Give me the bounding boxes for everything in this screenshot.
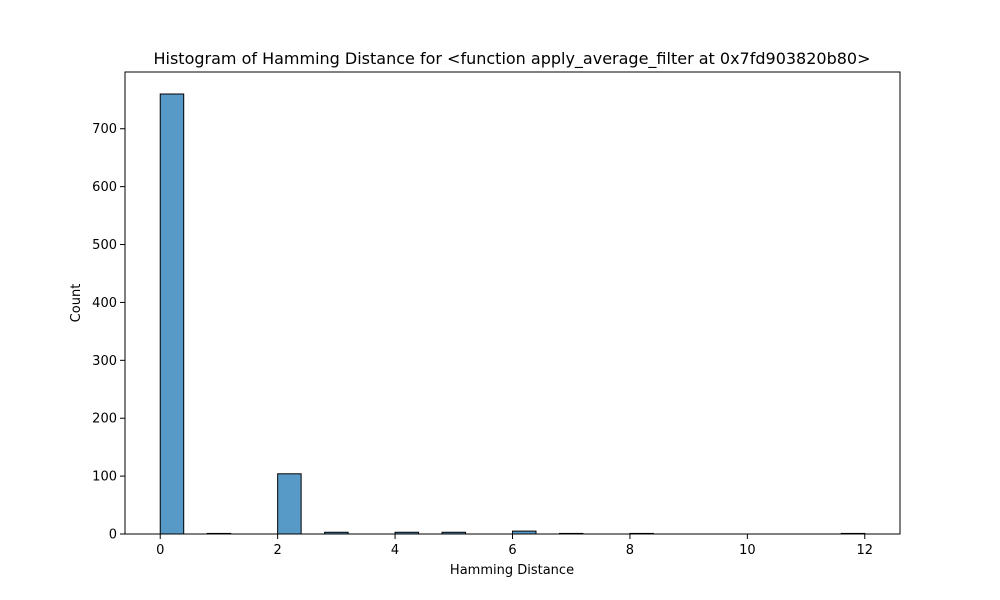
y-tick-label: 700 bbox=[92, 122, 117, 137]
y-tick-label: 400 bbox=[92, 296, 117, 311]
x-tick-label: 12 bbox=[856, 543, 873, 558]
x-tick-label: 2 bbox=[274, 543, 282, 558]
chart-title: Histogram of Hamming Distance for <funct… bbox=[153, 49, 870, 69]
histogram-bar bbox=[278, 474, 301, 534]
y-tick-label: 600 bbox=[92, 180, 117, 195]
histogram-bar bbox=[160, 94, 183, 534]
x-axis-label: Hamming Distance bbox=[450, 563, 574, 578]
y-tick-label: 200 bbox=[92, 412, 117, 427]
x-tick-label: 4 bbox=[391, 543, 399, 558]
x-tick-label: 8 bbox=[626, 543, 634, 558]
y-tick-label: 100 bbox=[92, 470, 117, 485]
x-tick-label: 6 bbox=[508, 543, 516, 558]
y-tick-label: 300 bbox=[92, 354, 117, 369]
y-axis-label: Count bbox=[69, 284, 84, 323]
y-tick-label: 500 bbox=[92, 238, 117, 253]
y-tick-label: 0 bbox=[109, 528, 117, 543]
x-tick-label: 0 bbox=[156, 543, 164, 558]
x-tick-label: 10 bbox=[739, 543, 756, 558]
